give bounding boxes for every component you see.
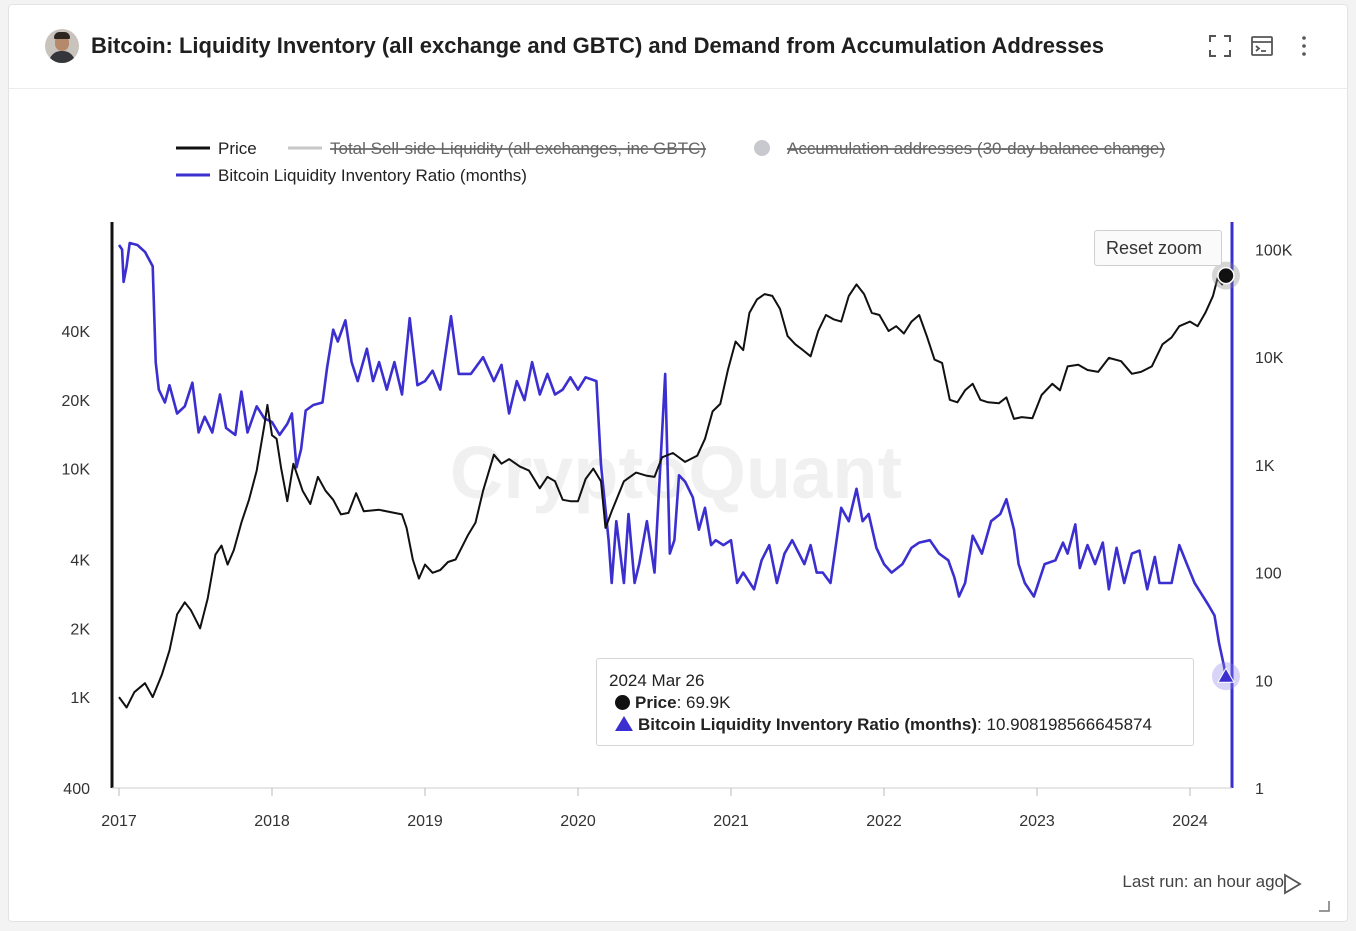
x-tick-label: 2023 [1019, 813, 1055, 830]
x-tick-label: 2020 [560, 813, 596, 830]
y-right-tick-label: 10 [1255, 673, 1273, 690]
markers [1211, 261, 1240, 691]
ratio-triangle-icon [615, 716, 633, 731]
tooltip-ratio-value: : 10.908198566645874 [977, 715, 1152, 734]
console-icon[interactable] [1249, 33, 1275, 59]
legend-swatch-accumulation [754, 140, 770, 156]
more-vertical-icon[interactable] [1291, 33, 1317, 59]
x-tick-label: 2017 [101, 813, 137, 830]
x-tick-label: 2022 [866, 813, 902, 830]
avatar [45, 29, 79, 63]
x-tick-label: 2024 [1172, 813, 1208, 830]
last-run-text: Last run: an hour ago [1122, 872, 1284, 891]
price-dot-icon [615, 695, 630, 710]
legend-item-price[interactable]: Price [176, 139, 257, 158]
y-left-tick-label: 10K [62, 462, 91, 479]
legend-label-accumulation: Accumulation addresses (30-day balance c… [787, 139, 1165, 158]
y-right-tick-label: 1 [1255, 781, 1264, 798]
tooltip: 2024 Mar 26 Price: 69.9K Bitcoin Liquidi… [596, 658, 1194, 746]
ratio-hover-point [1217, 667, 1235, 683]
y-left-tick-label: 20K [62, 393, 91, 410]
y-right-tick-label: 100 [1255, 566, 1282, 583]
tooltip-price-value: : 69.9K [676, 693, 731, 712]
y-left-tick-label: 1K [70, 690, 90, 707]
y-right-tick-label: 100K [1255, 242, 1293, 259]
reset-zoom-button[interactable]: Reset zoom [1094, 230, 1222, 266]
y-left-tick-label: 400 [63, 781, 90, 798]
card-header: Bitcoin: Liquidity Inventory (all exchan… [9, 5, 1347, 89]
chart-card: Bitcoin: Liquidity Inventory (all exchan… [8, 4, 1348, 922]
price-hover-point [1217, 266, 1235, 285]
y-left-tick-label: 2K [70, 621, 90, 638]
x-tick-label: 2018 [254, 813, 290, 830]
fullscreen-icon[interactable] [1207, 33, 1233, 59]
resize-handle-icon[interactable] [1318, 900, 1330, 912]
series-line-ratio [117, 241, 1228, 677]
y-right-tick-label: 1K [1255, 458, 1275, 475]
tooltip-date: 2024 Mar 26 [609, 671, 705, 690]
x-tick-label: 2019 [407, 813, 443, 830]
legend-item-accumulation[interactable]: Accumulation addresses (30-day balance c… [754, 139, 1165, 158]
legend-item-sell-side-liquidity[interactable]: Total Sell-side Liquidity (all exchanges… [288, 139, 706, 158]
tooltip-price-label: Price [635, 693, 677, 712]
series-layer [117, 241, 1228, 709]
legend-label-sell-side: Total Sell-side Liquidity (all exchanges… [330, 139, 706, 158]
chart-title: Bitcoin: Liquidity Inventory (all exchan… [91, 33, 1104, 58]
y-left-tick-label: 4K [70, 553, 90, 570]
tooltip-ratio-row: Bitcoin Liquidity Inventory Ratio (month… [609, 715, 1181, 737]
legend-label-ratio: Bitcoin Liquidity Inventory Ratio (month… [218, 166, 527, 185]
play-icon[interactable] [1282, 873, 1302, 895]
legend-label-price: Price [218, 139, 257, 158]
y-right-tick-label: 10K [1255, 350, 1284, 367]
axes: 400 1K 2K 4K 10K 20K 40K 1 10 100 1K 10K 100K 2017 201… [62, 222, 1293, 830]
y-left-tick-label: 40K [62, 324, 91, 341]
tooltip-price-row: Price: 69.9K [609, 693, 1181, 715]
x-tick-label: 2021 [713, 813, 749, 830]
series-line-price [118, 275, 1227, 709]
legend[interactable]: Price Total Sell-side Liquidity (all exc… [176, 139, 1165, 185]
legend-item-ratio[interactable]: Bitcoin Liquidity Inventory Ratio (month… [176, 166, 527, 185]
tooltip-ratio-label: Bitcoin Liquidity Inventory Ratio (month… [638, 715, 978, 734]
